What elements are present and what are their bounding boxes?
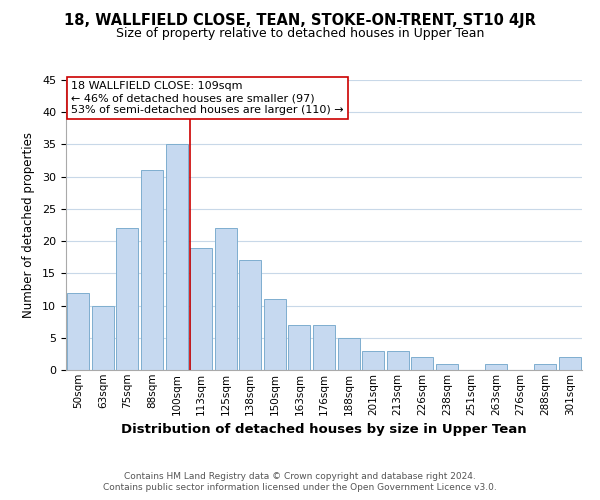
X-axis label: Distribution of detached houses by size in Upper Tean: Distribution of detached houses by size … <box>121 423 527 436</box>
Bar <box>264 299 286 370</box>
Bar <box>436 364 458 370</box>
Bar <box>141 170 163 370</box>
Text: Contains public sector information licensed under the Open Government Licence v3: Contains public sector information licen… <box>103 484 497 492</box>
Bar <box>313 325 335 370</box>
Bar <box>239 260 262 370</box>
Bar <box>215 228 237 370</box>
Bar <box>338 338 359 370</box>
Bar <box>67 292 89 370</box>
Bar <box>411 357 433 370</box>
Y-axis label: Number of detached properties: Number of detached properties <box>22 132 35 318</box>
Text: Size of property relative to detached houses in Upper Tean: Size of property relative to detached ho… <box>116 28 484 40</box>
Text: Contains HM Land Registry data © Crown copyright and database right 2024.: Contains HM Land Registry data © Crown c… <box>124 472 476 481</box>
Bar <box>362 350 384 370</box>
Bar <box>166 144 188 370</box>
Bar <box>190 248 212 370</box>
Bar <box>386 350 409 370</box>
Text: 18, WALLFIELD CLOSE, TEAN, STOKE-ON-TRENT, ST10 4JR: 18, WALLFIELD CLOSE, TEAN, STOKE-ON-TREN… <box>64 12 536 28</box>
Bar <box>92 306 114 370</box>
Bar <box>116 228 139 370</box>
Bar <box>534 364 556 370</box>
Bar <box>485 364 507 370</box>
Text: 18 WALLFIELD CLOSE: 109sqm
← 46% of detached houses are smaller (97)
53% of semi: 18 WALLFIELD CLOSE: 109sqm ← 46% of deta… <box>71 82 344 114</box>
Bar <box>559 357 581 370</box>
Bar <box>289 325 310 370</box>
